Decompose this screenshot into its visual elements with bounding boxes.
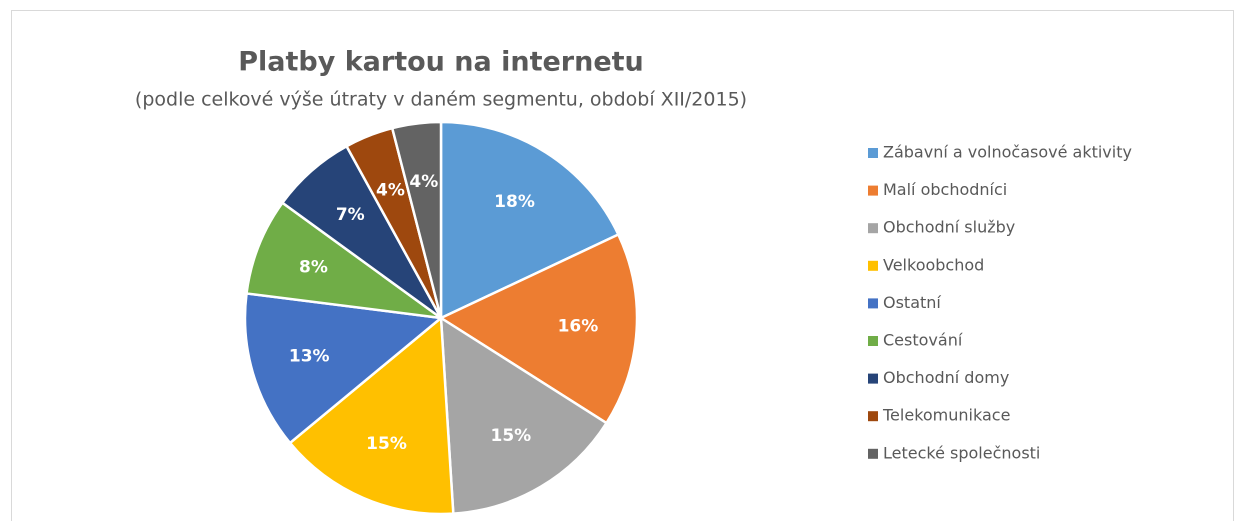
data-label: 8% [299,257,328,277]
pie-slice [438,232,639,425]
pie-slice [390,120,443,319]
chart-subtitle: (podle celkové výše útraty v daném segme… [135,89,747,111]
legend-label: Ostatní [883,293,941,312]
legend-swatch [868,298,878,309]
legend-swatch [868,223,878,234]
data-label: 7% [336,205,365,225]
legend-label: Telekomunikace [882,406,1010,425]
legend-swatch [868,448,878,459]
pie-slice [439,315,609,515]
data-label: 15% [490,426,531,446]
legend-label: Letecké společnosti [883,443,1040,462]
pie-slice [243,292,445,445]
data-label: 16% [558,317,599,337]
legend-swatch [868,411,878,422]
legend-label: Obchodní domy [883,368,1009,387]
pie-slice [245,201,442,320]
data-label: 18% [494,192,535,212]
legend-swatch [868,148,878,158]
data-label: 4% [376,180,405,200]
legend-label: Zábavní a volnočasové aktivity [883,143,1132,162]
legend-label: Velkoobchod [883,255,984,274]
legend-label: Malí obchodníci [883,180,1007,199]
chart-title: Platby kartou na internetu [238,47,644,78]
legend-label: Obchodní služby [883,218,1015,237]
data-label: 4% [409,172,438,192]
data-label: 15% [366,434,407,454]
legend-swatch [868,373,878,384]
data-label: 13% [289,346,330,366]
pie-slice [439,120,621,320]
legend-label: Cestování [883,331,963,350]
legend-swatch [868,260,878,271]
pie-slice [288,315,455,516]
legend-swatch [868,336,878,346]
legend-swatch [868,185,878,196]
